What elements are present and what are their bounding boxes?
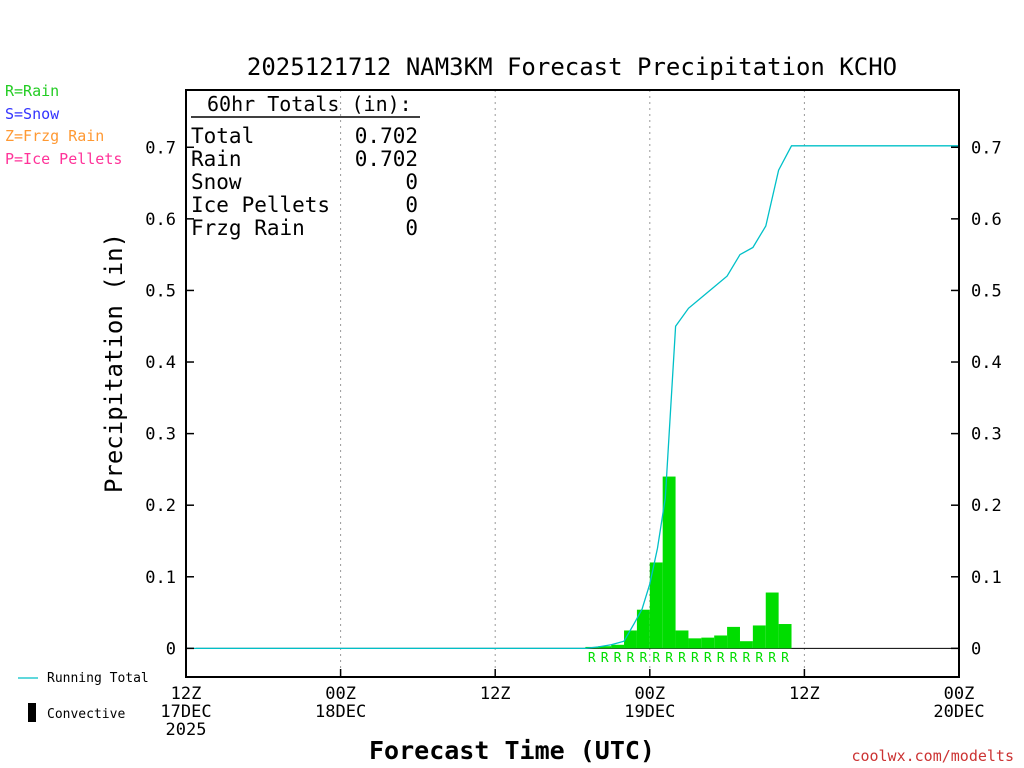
precip-bar xyxy=(624,630,637,649)
precip-bar xyxy=(765,592,779,649)
legend-snow: S=Snow xyxy=(5,105,60,123)
precip-bar xyxy=(714,635,728,649)
y-tick-label-left: 0.1 xyxy=(145,568,176,588)
totals-label: Frzg Rain xyxy=(191,216,305,240)
precip-type-legend: R=Rain S=Snow Z=Frzg Rain P=Ice Pellets xyxy=(5,82,122,168)
precip-type-label: R xyxy=(588,651,596,666)
x-tick-label: 20DEC xyxy=(933,702,984,722)
precip-type-label: R xyxy=(652,651,660,666)
precip-bar xyxy=(727,626,740,649)
x-axis-label: Forecast Time (UTC) xyxy=(369,736,655,765)
precip-bar xyxy=(662,476,676,649)
totals-value: 0.702 xyxy=(355,124,418,148)
convective-legend-label: Convective xyxy=(47,707,125,722)
running-total-line xyxy=(186,145,959,650)
precip-bar xyxy=(598,646,612,649)
precip-bar xyxy=(611,644,625,649)
y-tick-label-left: 0.6 xyxy=(145,210,176,230)
precip-bar xyxy=(778,624,792,649)
y-tick-label-right: 0.3 xyxy=(971,425,1002,445)
totals-value: 0 xyxy=(405,170,418,194)
precip-type-label: R xyxy=(755,651,763,666)
series-legend: Running Total Convective xyxy=(18,671,149,722)
precip-type-label: R xyxy=(627,651,635,666)
x-tick-label: 00Z xyxy=(944,684,975,704)
totals-box: 60hr Totals (in): Total 0.702 Rain 0.702 Sno… xyxy=(191,92,420,240)
plot-frame xyxy=(185,89,960,678)
precip-type-label: R xyxy=(601,651,609,666)
precip-bar xyxy=(739,641,753,649)
source-credit: coolwx.com/modelts xyxy=(851,747,1014,765)
totals-label: Total xyxy=(191,124,254,148)
totals-label: Ice Pellets xyxy=(191,193,330,217)
convective-swatch xyxy=(28,703,36,722)
hourly-bars xyxy=(585,476,792,649)
precip-bar xyxy=(675,630,689,649)
legend-rain: R=Rain xyxy=(5,82,59,100)
x-gridlines xyxy=(340,90,805,677)
x-tick-label: 19DEC xyxy=(624,702,675,722)
y-axis-label: Precipitation (in) xyxy=(100,233,128,493)
x-tick-label: 12Z xyxy=(789,684,820,704)
totals-label: Snow xyxy=(191,170,242,194)
precip-type-label: R xyxy=(691,651,699,666)
x-tick-label: 12Z xyxy=(480,684,511,704)
y-tick-label-right: 0.4 xyxy=(971,353,1002,373)
precip-type-label: R xyxy=(665,651,673,666)
y-tick-label-left: 0.3 xyxy=(145,425,176,445)
y-axis-right: 0 0.1 0.2 0.3 0.4 0.5 0.6 0.7 xyxy=(951,138,1002,659)
running-total-legend-label: Running Total xyxy=(47,671,149,686)
x-tick-label: 00Z xyxy=(325,684,356,704)
y-axis-left: 0 0.1 0.2 0.3 0.4 0.5 0.6 0.7 xyxy=(145,138,194,659)
precip-type-label: R xyxy=(768,651,776,666)
y-tick-label-right: 0.5 xyxy=(971,281,1002,301)
totals-value: 0 xyxy=(405,216,418,240)
precip-bar xyxy=(649,562,663,649)
legend-ice-pellets: P=Ice Pellets xyxy=(5,150,122,168)
precip-type-label: R xyxy=(704,651,712,666)
totals-heading: 60hr Totals (in): xyxy=(207,92,412,116)
y-tick-label-left: 0.7 xyxy=(145,138,176,158)
y-tick-label-right: 0 xyxy=(971,639,981,659)
y-tick-label-right: 0.6 xyxy=(971,210,1002,230)
chart-title: 2025121712 NAM3KM Forecast Precipitation… xyxy=(247,53,897,81)
precip-type-label: R xyxy=(614,651,622,666)
totals-rows: Total 0.702 Rain 0.702 Snow 0 Ice Pellets 0 Frzg… xyxy=(191,124,418,240)
legend-frzg-rain: Z=Frzg Rain xyxy=(5,127,104,145)
precip-bar xyxy=(701,637,715,649)
precip-type-label: R xyxy=(743,651,751,666)
precip-type-label: R xyxy=(730,651,738,666)
y-tick-label-right: 0.7 xyxy=(971,138,1002,158)
y-tick-label-right: 0.1 xyxy=(971,568,1002,588)
y-tick-label-right: 0.2 xyxy=(971,496,1002,516)
precip-bar xyxy=(752,625,766,649)
y-tick-label-left: 0.4 xyxy=(145,353,176,373)
totals-value: 0 xyxy=(405,193,418,217)
y-tick-label-left: 0.2 xyxy=(145,496,176,516)
y-tick-label-left: 0.5 xyxy=(145,281,176,301)
x-tick-label: 2025 xyxy=(166,720,207,740)
totals-label: Rain xyxy=(191,147,242,171)
totals-value: 0.702 xyxy=(355,147,418,171)
x-tick-label: 12Z xyxy=(171,684,202,704)
precip-type-label: R xyxy=(639,651,647,666)
x-tick-label: 00Z xyxy=(634,684,665,704)
y-tick-label-left: 0 xyxy=(166,639,176,659)
precip-type-label: R xyxy=(781,651,789,666)
precip-type-label: R xyxy=(678,651,686,666)
precip-bar xyxy=(636,609,650,649)
x-tick-label: 18DEC xyxy=(315,702,366,722)
precip-bar xyxy=(688,638,702,649)
precip-type-label: R xyxy=(717,651,725,666)
x-tick-label: 17DEC xyxy=(160,702,211,722)
